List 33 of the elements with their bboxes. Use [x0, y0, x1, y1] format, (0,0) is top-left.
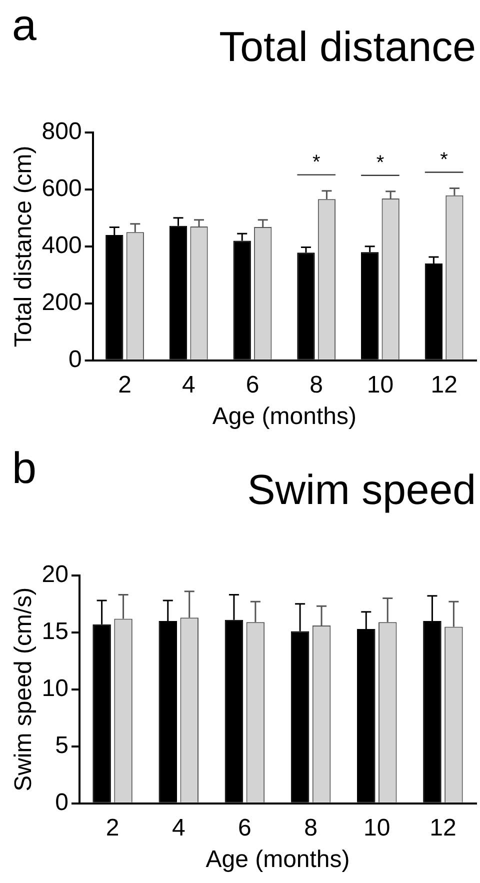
text: a	[12, 1, 37, 50]
y-tick-label: 15	[42, 618, 68, 646]
y-axis-title: Swim speed (cm/s)	[10, 587, 38, 792]
y-tick-label: 800	[42, 118, 82, 146]
y-tick-label: 5	[55, 732, 68, 760]
x-tick-label: 6	[238, 814, 252, 842]
y-tick-label: 20	[42, 561, 68, 588]
y-tick-label: 200	[42, 289, 82, 316]
x-tick-label: 8	[304, 814, 318, 842]
x-tick-label: 2	[106, 814, 120, 842]
y-tick-label: 400	[42, 232, 82, 260]
x-tick-label: 6	[246, 371, 260, 398]
chart-title: Total distance	[219, 22, 476, 70]
y-tick-label: 10	[42, 675, 68, 702]
x-tick-label: 4	[182, 371, 196, 398]
annotation: *	[440, 148, 448, 171]
annotation: *	[312, 151, 320, 174]
y-tick-label: 0	[55, 789, 68, 816]
x-tick-label: 10	[364, 814, 390, 842]
x-tick-label: 10	[366, 371, 394, 398]
x-tick-label: 2	[118, 371, 132, 398]
text: b	[12, 444, 36, 494]
x-tick-label: 4	[172, 814, 186, 842]
x-tick-label: 8	[310, 371, 324, 398]
y-tick-label: 0	[68, 346, 82, 374]
y-axis-title: Total distance (cm)	[10, 146, 38, 348]
chart-title: Swim speed	[247, 466, 476, 513]
x-axis-title: Age (months)	[212, 403, 356, 430]
x-tick-label: 12	[430, 371, 458, 398]
x-axis-title: Age (months)	[206, 846, 350, 874]
x-tick-label: 12	[430, 814, 456, 842]
annotation: *	[376, 152, 384, 174]
y-tick-label: 600	[42, 175, 82, 202]
